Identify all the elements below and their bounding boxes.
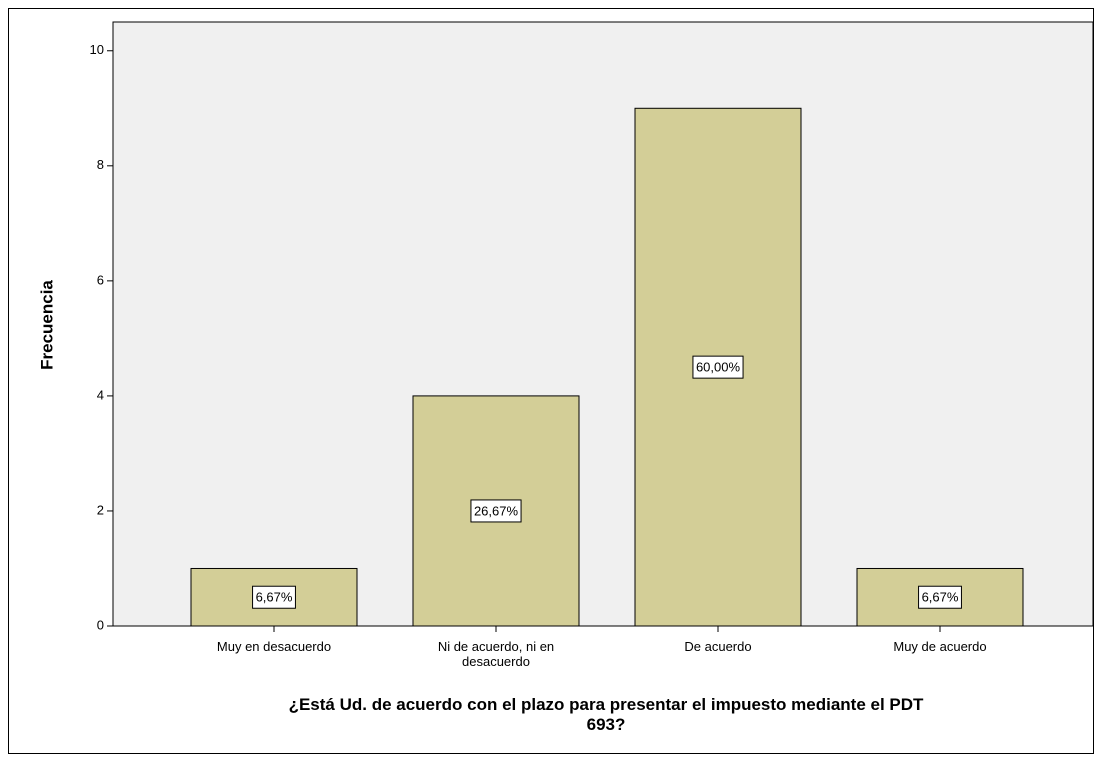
- x-tick-label: De acuerdo: [684, 639, 751, 654]
- y-tick-label: 6: [97, 272, 104, 287]
- x-axis-label: ¿Está Ud. de acuerdo con el plazo para p…: [289, 695, 924, 734]
- data-label-box: [692, 355, 744, 379]
- data-label: 6,67%: [922, 590, 959, 605]
- y-tick-label: 10: [90, 42, 104, 57]
- plot-area: [112, 21, 1094, 627]
- bar: [412, 395, 580, 627]
- y-tick-label: 2: [97, 502, 104, 517]
- data-label-box: [252, 585, 296, 609]
- data-label-box: [470, 499, 522, 523]
- y-axis-label: Frecuencia: [37, 280, 56, 370]
- y-tick-label: 0: [97, 617, 104, 632]
- data-label: 6,67%: [256, 590, 293, 605]
- x-tick-label: Muy de acuerdo: [893, 639, 986, 654]
- x-tick-label: Muy en desacuerdo: [217, 639, 331, 654]
- data-label: 26,67%: [474, 503, 519, 518]
- x-tick-label: Ni de acuerdo, ni en desacuerdo: [438, 639, 554, 669]
- data-label-box: [918, 585, 962, 609]
- data-label: 60,00%: [696, 360, 741, 375]
- y-tick-label: 8: [97, 157, 104, 172]
- y-tick-label: 4: [97, 387, 104, 402]
